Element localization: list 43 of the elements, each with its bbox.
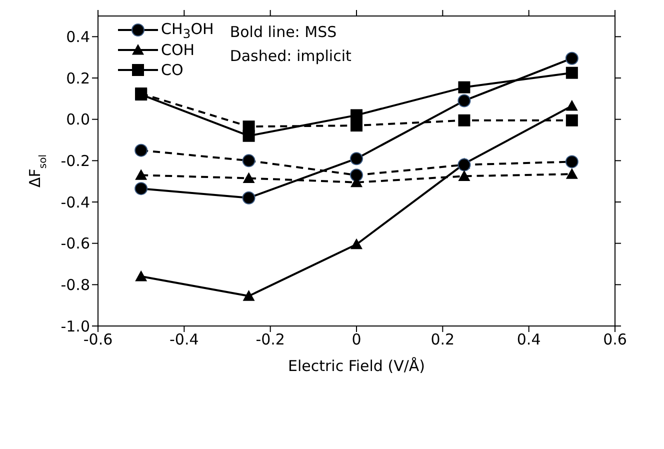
point — [350, 168, 363, 182]
point — [458, 94, 471, 108]
point — [566, 66, 578, 79]
legend-label: CO — [161, 61, 184, 79]
x-tick-label: -0.4 — [170, 330, 199, 349]
point — [565, 52, 578, 65]
legend-label: CH$_{3}$OH — [161, 20, 214, 40]
x-tick-label: 0 — [352, 330, 362, 349]
annotation: Bold line: MSS — [230, 22, 338, 43]
point — [565, 155, 578, 168]
point — [458, 114, 470, 126]
legend-label: COH — [161, 41, 195, 59]
point — [135, 270, 148, 282]
point — [566, 114, 578, 126]
x-tick-label: 0.2 — [430, 330, 455, 349]
x-tick-label: -0.2 — [256, 330, 285, 349]
point — [242, 172, 255, 184]
point — [458, 158, 471, 172]
x-axis-title: Electric Field (V/Å) — [288, 357, 426, 375]
point — [350, 120, 362, 132]
point — [135, 169, 148, 180]
point — [242, 290, 255, 301]
x-tick-label: 0.6 — [603, 330, 627, 349]
y-tick-label: -0.8 — [60, 276, 90, 294]
y-tick-label: 0.2 — [66, 69, 90, 88]
point — [458, 81, 470, 94]
point — [242, 120, 255, 133]
y-tick-label: 0.4 — [66, 28, 90, 46]
point — [134, 182, 148, 196]
y-tick-label: -0.6 — [60, 234, 90, 253]
point — [134, 144, 148, 157]
point — [350, 152, 363, 166]
point — [242, 154, 256, 168]
y-tick-label: -0.4 — [60, 193, 90, 212]
point — [242, 191, 256, 204]
point — [350, 238, 362, 250]
point — [458, 170, 470, 181]
y-tick-label: 0.0 — [66, 110, 90, 129]
point — [566, 168, 578, 179]
x-tick-label: 0.4 — [516, 330, 541, 349]
annotation: Dashed: implicit — [230, 46, 352, 67]
y-tick-label: -0.2 — [60, 152, 90, 170]
point — [566, 100, 578, 111]
